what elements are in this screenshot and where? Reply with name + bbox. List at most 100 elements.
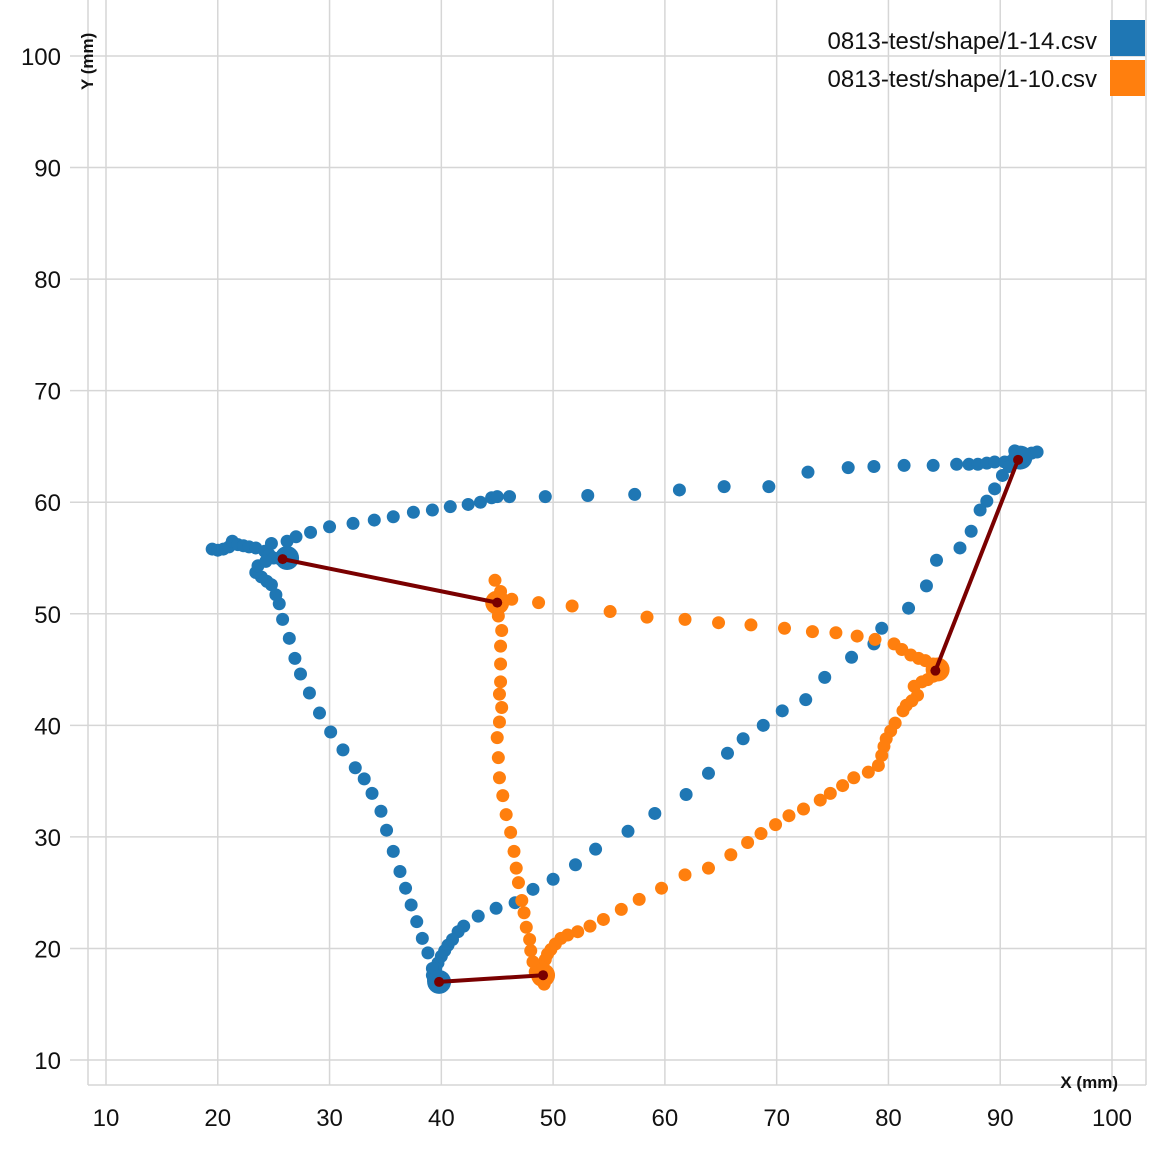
data-point	[648, 806, 662, 820]
data-point	[532, 596, 546, 610]
data-point	[973, 503, 987, 517]
data-point	[515, 893, 529, 907]
data-points	[205, 444, 1044, 994]
data-point	[504, 825, 518, 839]
data-point	[583, 919, 597, 933]
connection-segment	[438, 973, 544, 984]
data-point	[410, 915, 424, 929]
data-point	[712, 616, 726, 630]
data-point	[346, 516, 360, 530]
data-point	[473, 495, 487, 509]
data-point	[896, 704, 910, 718]
data-point	[744, 618, 758, 632]
y-tick-label: 10	[34, 1048, 61, 1075]
data-point	[323, 520, 337, 534]
x-tick-label: 40	[428, 1105, 455, 1132]
data-point	[777, 621, 791, 635]
data-point	[348, 761, 362, 775]
y-axis-title: Y (mm)	[78, 33, 97, 90]
data-point	[374, 804, 388, 818]
data-point	[293, 667, 307, 681]
data-point	[312, 706, 326, 720]
data-point	[365, 786, 379, 800]
data-point	[720, 746, 734, 760]
data-point	[380, 823, 394, 837]
data-point	[988, 455, 1002, 469]
data-point	[841, 461, 855, 475]
data-point	[897, 458, 911, 472]
data-point	[488, 573, 502, 587]
legend: 0813-test/shape/1-14.csv 0813-test/shape…	[828, 20, 1145, 96]
data-point	[282, 631, 296, 645]
data-point	[823, 786, 837, 800]
connection-vertex	[277, 554, 288, 565]
data-point	[801, 465, 815, 479]
data-point	[717, 480, 731, 494]
data-point	[259, 554, 273, 568]
data-point	[499, 808, 513, 822]
data-point	[799, 693, 813, 707]
data-point	[406, 505, 420, 519]
data-point	[867, 460, 881, 474]
x-tick-label: 90	[987, 1105, 1014, 1132]
data-point	[302, 686, 316, 700]
data-point	[276, 612, 290, 626]
grid	[70, 0, 1147, 1086]
x-tick-label: 30	[316, 1105, 343, 1132]
data-point	[782, 809, 796, 823]
data-point	[762, 480, 776, 494]
data-point	[415, 931, 429, 945]
data-point	[868, 632, 882, 646]
data-point	[964, 524, 978, 538]
data-point	[736, 732, 750, 746]
data-point	[678, 612, 692, 626]
connection-vertex	[538, 970, 549, 981]
data-point	[919, 579, 933, 593]
data-point	[386, 844, 400, 858]
data-point	[769, 818, 783, 832]
data-point	[496, 789, 510, 803]
data-point	[980, 494, 994, 508]
data-point	[995, 468, 1009, 482]
legend-label-series-2: 0813-test/shape/1-10.csv	[828, 66, 1098, 93]
data-point	[494, 639, 508, 653]
data-point	[850, 629, 864, 643]
data-point	[847, 771, 861, 785]
data-point	[489, 901, 503, 915]
data-point	[805, 625, 819, 639]
data-point	[871, 758, 885, 772]
data-point	[404, 898, 418, 912]
data-point	[655, 881, 669, 895]
data-point	[571, 925, 585, 939]
data-point	[443, 500, 457, 514]
data-point	[640, 610, 654, 624]
x-tick-label: 70	[763, 1105, 790, 1132]
x-tick-label: 10	[93, 1105, 120, 1132]
data-point	[926, 458, 940, 472]
data-point	[701, 861, 715, 875]
data-point	[679, 787, 693, 801]
data-point	[930, 553, 944, 567]
data-point	[565, 599, 579, 613]
data-point	[672, 483, 686, 497]
y-tick-label: 50	[34, 602, 61, 629]
x-tick-label: 20	[204, 1105, 231, 1132]
data-point	[517, 906, 531, 920]
connection-vertex	[930, 665, 941, 676]
y-tick-label: 90	[34, 156, 61, 183]
data-point	[603, 605, 617, 619]
data-point	[796, 802, 810, 816]
data-point	[818, 670, 832, 684]
x-tick-label: 50	[540, 1105, 567, 1132]
data-point	[526, 955, 540, 969]
data-point	[756, 718, 770, 732]
y-tick-label: 20	[34, 936, 61, 963]
data-point	[813, 793, 827, 807]
data-point	[304, 525, 318, 539]
connection-segment	[933, 459, 1020, 672]
data-point	[1030, 445, 1044, 459]
connection-vertex	[434, 976, 445, 987]
y-tick-label: 60	[34, 490, 61, 517]
data-point	[678, 868, 692, 882]
